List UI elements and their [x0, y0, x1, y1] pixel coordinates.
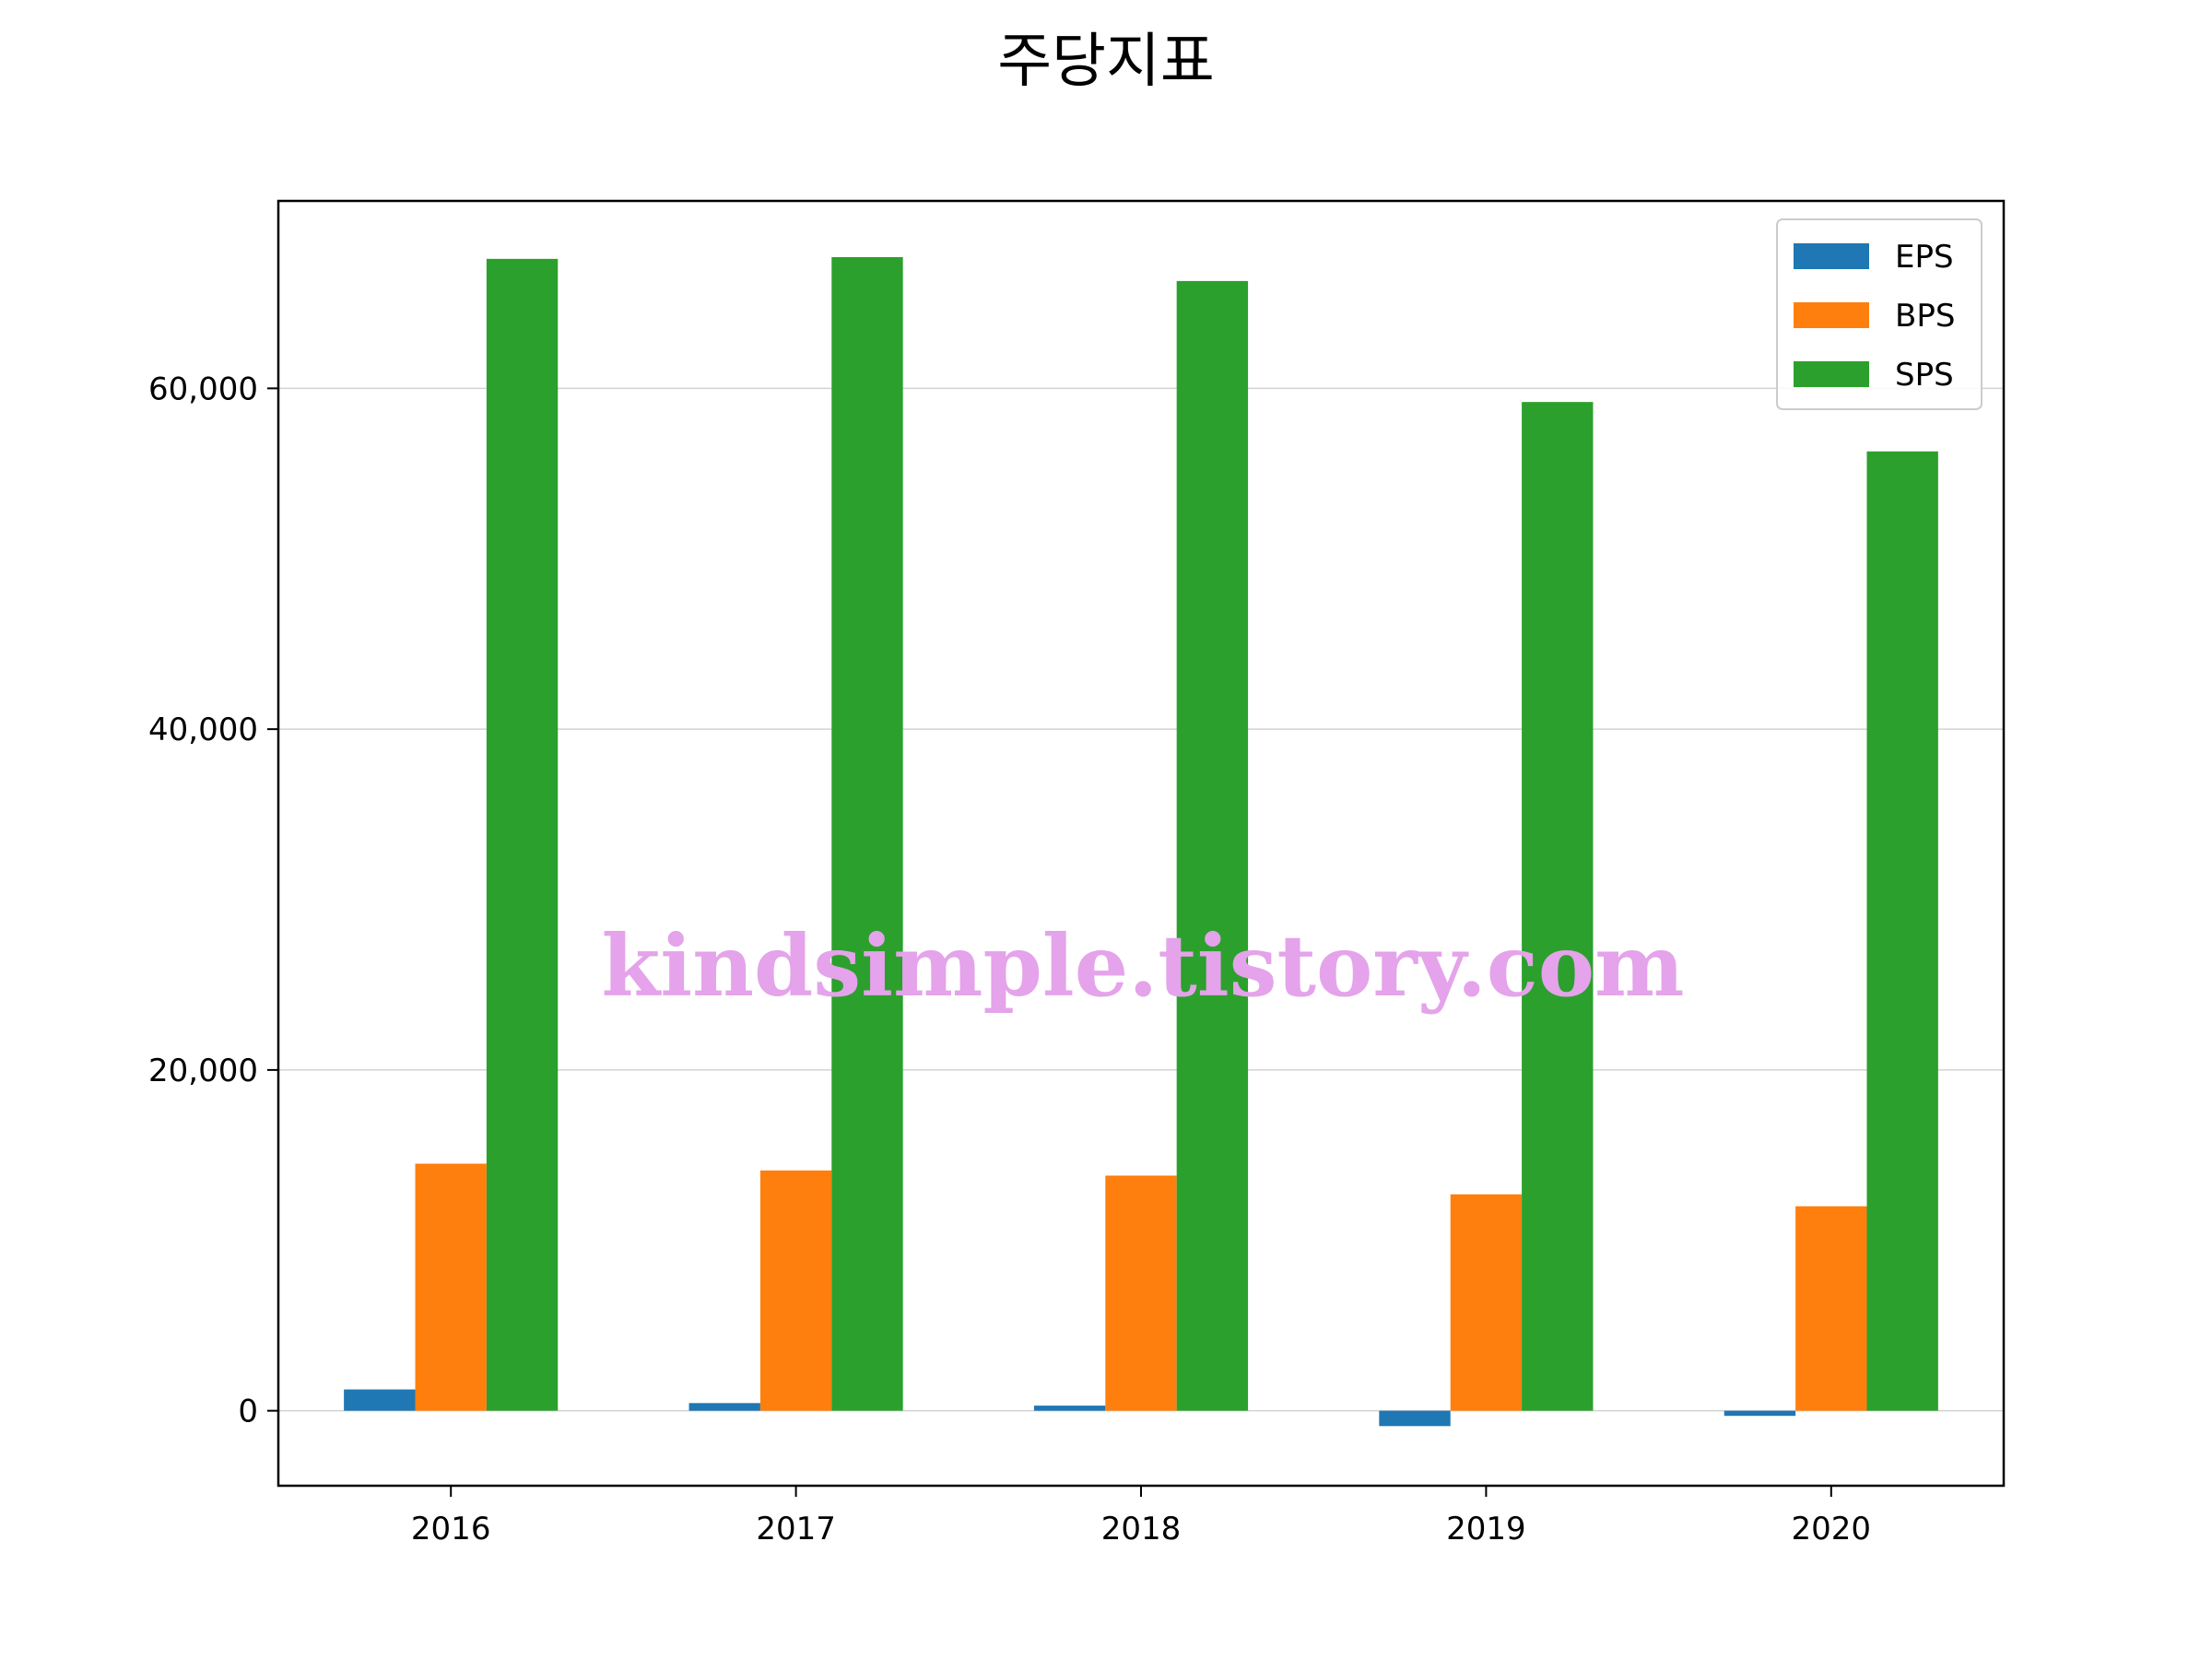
bar-bps-2017 — [759, 1170, 832, 1411]
gridlines — [278, 387, 2004, 1412]
y-tick-label: 40,000 — [148, 712, 258, 748]
bar-bps-2018 — [1105, 1175, 1177, 1411]
legend: EPS BPS SPS — [1776, 218, 1983, 410]
legend-label-bps: BPS — [1895, 298, 1955, 335]
bar-eps-2017 — [688, 1403, 760, 1411]
y-tick-label: 20,000 — [148, 1053, 258, 1089]
bar-bps-2020 — [1795, 1206, 1867, 1411]
x-tick-label: 2018 — [1101, 1511, 1182, 1547]
bar-sps-2017 — [831, 257, 903, 1411]
watermark-text: kindsimple.tistory.com — [601, 916, 1684, 1016]
bar-sps-2016 — [486, 258, 559, 1411]
x-tick-label: 2016 — [411, 1511, 491, 1547]
bar-eps-2019 — [1379, 1410, 1451, 1427]
chart-title: 주당지표 — [997, 28, 1215, 96]
bars — [344, 257, 1938, 1427]
bar-eps-2018 — [1033, 1406, 1106, 1411]
bar-sps-2019 — [1522, 402, 1594, 1411]
x-axis: 2016 2017 2018 2019 2020 — [411, 1486, 1871, 1547]
legend-label-sps: SPS — [1895, 357, 1954, 394]
x-tick-label: 2017 — [756, 1511, 836, 1547]
bar-sps-2020 — [1866, 451, 1938, 1411]
bar-bps-2019 — [1450, 1194, 1523, 1411]
bar-eps-2020 — [1724, 1410, 1796, 1417]
legend-swatch-bps — [1794, 302, 1869, 328]
legend-swatch-sps — [1794, 361, 1869, 387]
legend-label-eps: EPS — [1895, 239, 1954, 276]
bar-bps-2016 — [415, 1163, 487, 1411]
bar-eps-2016 — [344, 1389, 416, 1411]
y-axis: 0 20,000 40,000 60,000 — [148, 371, 278, 1430]
bar-sps-2018 — [1176, 280, 1249, 1411]
y-tick-label: 60,000 — [148, 371, 258, 407]
y-tick-label: 0 — [238, 1394, 258, 1430]
x-tick-label: 2019 — [1446, 1511, 1526, 1547]
legend-swatch-eps — [1794, 243, 1869, 269]
x-tick-label: 2020 — [1792, 1511, 1872, 1547]
